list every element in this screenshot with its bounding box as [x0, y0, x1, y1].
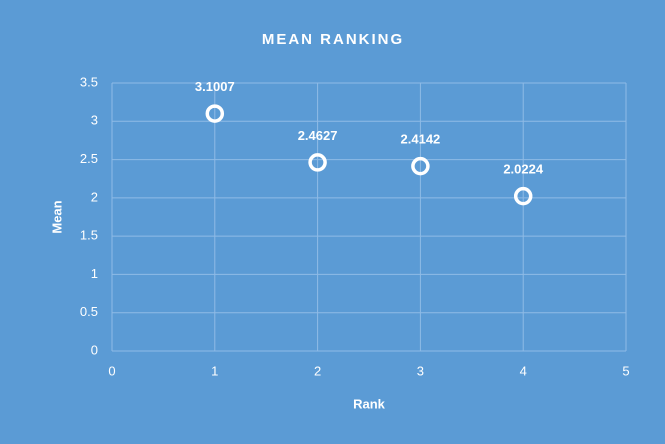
- y-tick-label: 2: [91, 189, 98, 204]
- data-label: 2.4142: [401, 132, 441, 147]
- x-tick-label: 3: [417, 363, 424, 378]
- point: [411, 156, 430, 176]
- point: [205, 104, 225, 123]
- x-tick-label: 5: [622, 363, 629, 378]
- y-tick-label: 3.5: [80, 74, 98, 89]
- data-label: 2.0224: [503, 162, 544, 177]
- y-tick-label: 1.5: [80, 228, 98, 243]
- y-tick-label: 0: [91, 342, 98, 357]
- x-tick-label: 4: [520, 363, 527, 378]
- y-tick-label: 1: [91, 266, 98, 281]
- y-tick-label: 3: [91, 113, 98, 128]
- data-label: 2.4627: [298, 128, 338, 143]
- x-tick-label: 1: [211, 363, 218, 378]
- point: [513, 186, 533, 206]
- y-tick-label: 0.5: [80, 304, 98, 319]
- x-tick-label: 2: [314, 363, 321, 378]
- y-axis-label: Mean: [49, 200, 64, 233]
- point: [308, 153, 327, 172]
- y-tick-label: 2.5: [80, 151, 98, 166]
- x-tick-label: 0: [108, 363, 115, 378]
- chart-title: MEAN RANKING: [262, 31, 404, 48]
- data-label: 3.1007: [195, 79, 235, 94]
- x-axis-label: Rank: [353, 396, 386, 411]
